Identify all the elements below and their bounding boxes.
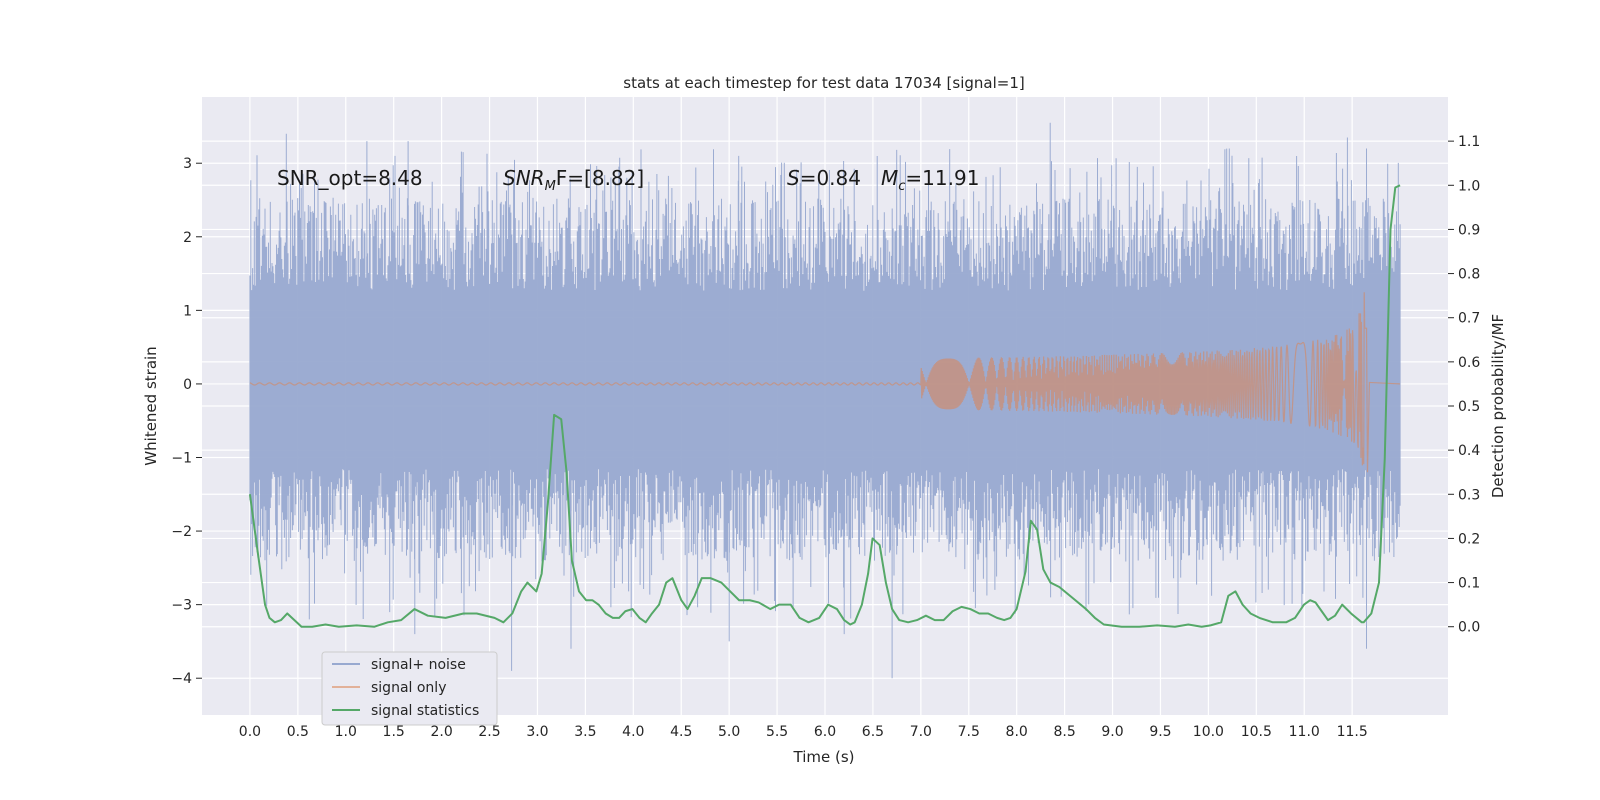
chart-title: stats at each timestep for test data 170… — [623, 74, 1024, 92]
x-tick-label: 9.0 — [1101, 724, 1123, 740]
annotation-mc-sub: c — [898, 179, 905, 194]
y-tick-label: 2 — [183, 230, 192, 246]
x-tick-label: 10.5 — [1241, 724, 1272, 740]
y2-tick-label: 0.6 — [1458, 355, 1480, 371]
legend-label-stats: signal statistics — [371, 703, 479, 719]
y2-tick-label: 0.9 — [1458, 222, 1480, 238]
annotation-mc-name: M — [881, 166, 898, 190]
y2-tick-label: 0.0 — [1458, 620, 1480, 636]
x-axis-label: Time (s) — [793, 748, 855, 766]
y-tick-label: −3 — [171, 598, 192, 614]
x-tick-label: 8.5 — [1053, 724, 1075, 740]
x-tick-label: 11.0 — [1289, 724, 1320, 740]
x-tick-label: 6.0 — [814, 724, 836, 740]
y-tick-labels: −4 −3 −2 −1 0 1 2 3 — [171, 156, 202, 687]
x-tick-label: 1.5 — [383, 724, 405, 740]
y2-tick-label: 0.7 — [1458, 311, 1480, 327]
x-tick-label: 1.0 — [335, 724, 357, 740]
x-tick-label: 11.5 — [1337, 724, 1368, 740]
annotation-s-name: S — [787, 166, 800, 190]
legend: signal+ noise signal only signal statist… — [321, 651, 498, 726]
legend-box — [321, 651, 498, 726]
y2-tick-label: 0.8 — [1458, 267, 1480, 283]
x-tick-label: 7.5 — [958, 724, 980, 740]
x-tick-label: 4.5 — [670, 724, 692, 740]
y2-axis-label: Detection probability/MF — [1489, 314, 1507, 498]
x-tick-label: 7.0 — [910, 724, 932, 740]
y-tick-label: −1 — [171, 451, 192, 467]
y-tick-label: 1 — [183, 303, 192, 319]
annotation-snr-opt: SNR_opt=8.48 — [277, 166, 423, 190]
y-tick-label: 0 — [183, 377, 192, 393]
y2-tick-label: 0.2 — [1458, 531, 1480, 547]
y2-tick-label: 0.1 — [1458, 576, 1480, 592]
x-tick-label: 2.5 — [478, 724, 500, 740]
signal-trace — [249, 292, 1401, 473]
annotation-snr-mf-tail: F=[8.82] — [556, 166, 644, 190]
annotation-s-value: =0.84 — [800, 166, 861, 190]
x-tick-label: 10.0 — [1193, 724, 1224, 740]
y2-tick-label: 0.5 — [1458, 399, 1480, 415]
x-tick-label: 9.5 — [1149, 724, 1171, 740]
x-tick-labels: 0.0 0.5 1.0 1.5 2.0 2.5 3.0 3.5 4.0 4.5 5.0 5.5 6.0 6… — [239, 724, 1368, 740]
y-axis-label: Whitened strain — [142, 346, 160, 465]
signal-statistics-series — [248, 184, 1401, 628]
legend-label-noise: signal+ noise — [371, 657, 466, 673]
signal-only-series — [249, 292, 1401, 473]
x-tick-label: 4.0 — [622, 724, 644, 740]
annotation-snr-mf: SNRMF=[8.82] — [503, 166, 644, 194]
annotation-snr-mf-sub: M — [545, 179, 556, 194]
x-tick-label: 8.0 — [1006, 724, 1028, 740]
x-tick-label: 0.5 — [287, 724, 309, 740]
y2-tick-label: 1.0 — [1458, 178, 1480, 194]
x-tick-label: 5.0 — [718, 724, 740, 740]
x-tick-label: 3.5 — [574, 724, 596, 740]
annotation-mc: Mc=11.91 — [881, 166, 979, 194]
x-tick-label: 5.5 — [766, 724, 788, 740]
y-tick-label: −2 — [171, 524, 192, 540]
y2-tick-label: 0.4 — [1458, 443, 1480, 459]
annotation-mc-value: =11.91 — [905, 166, 979, 190]
x-tick-label: 0.0 — [239, 724, 261, 740]
legend-label-signal: signal only — [371, 680, 446, 696]
y2-tick-label: 0.3 — [1458, 487, 1480, 503]
y-tick-label: 3 — [183, 156, 192, 172]
statistics-trace — [248, 184, 1401, 628]
x-tick-label: 3.0 — [526, 724, 548, 740]
x-tick-label: 6.5 — [862, 724, 884, 740]
x-tick-label: 2.0 — [430, 724, 452, 740]
y2-tick-label: 1.1 — [1458, 134, 1480, 150]
y-tick-label: −4 — [171, 671, 192, 687]
annotation-snr-mf-name: SNR — [503, 166, 545, 190]
y2-tick-labels: 0.0 0.1 0.2 0.3 0.4 0.5 0.6 0.7 0.8 0.9 1.0 1.1 — [1448, 134, 1480, 636]
annotation-s: S=0.84 — [787, 166, 861, 190]
